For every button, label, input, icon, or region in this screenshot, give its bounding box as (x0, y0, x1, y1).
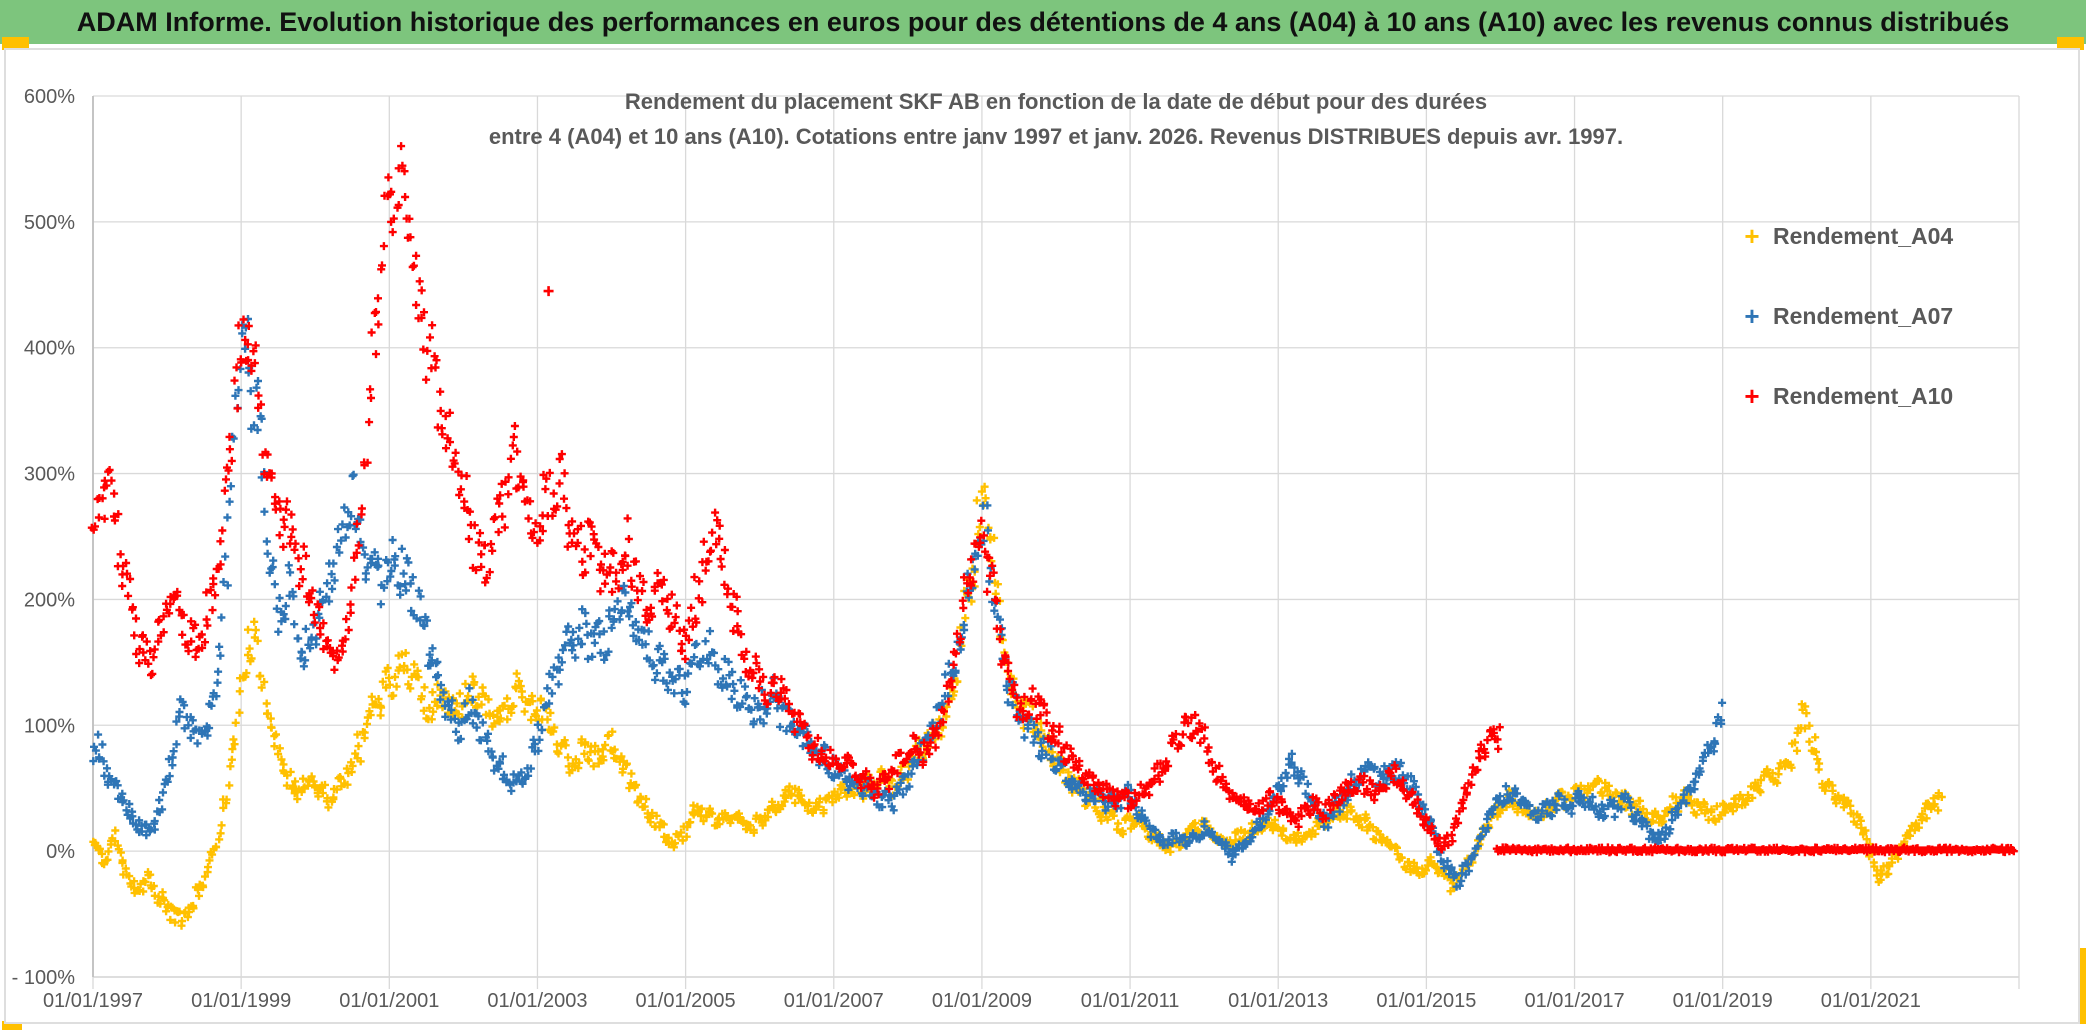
x-tick-label: 01/01/2013 (1228, 990, 1328, 1012)
legend-item-a10: + Rendement_A10 (1735, 356, 1953, 436)
legend-label: Rendement_A04 (1773, 222, 1954, 249)
gold-accent-top-left (2, 37, 29, 50)
scatter-series-Rendement_A07 (89, 315, 1727, 891)
scatter-series-Rendement_A04 (89, 482, 1946, 930)
x-tick-label: 01/01/2005 (636, 990, 736, 1012)
x-tick-label: 01/01/2021 (1821, 990, 1921, 1012)
gold-accent-bottom-left (2, 1021, 22, 1030)
chart-area (4, 48, 2080, 1024)
legend-label: Rendement_A10 (1773, 382, 1954, 409)
y-tick-label: 100% (24, 715, 75, 737)
gold-accent-top-right (2057, 37, 2084, 50)
x-tick-label: 01/01/2017 (1524, 990, 1624, 1012)
x-tick-label: 01/01/2001 (339, 990, 439, 1012)
y-tick-label: 300% (24, 464, 75, 486)
x-tick-label: 01/01/1997 (43, 990, 143, 1012)
header-banner: ADAM Informe. Evolution historique des p… (0, 0, 2086, 44)
plus-marker-icon: + (1744, 301, 1760, 331)
x-tick-label: 01/01/2019 (1673, 990, 1773, 1012)
y-tick-label: 0% (46, 841, 75, 863)
x-tick-label: 01/01/2011 (1081, 990, 1180, 1012)
x-tick-label: 01/01/2015 (1376, 990, 1476, 1012)
x-tick-label: 01/01/1999 (191, 990, 291, 1012)
legend-item-a07: + Rendement_A07 (1735, 276, 1953, 356)
y-tick-label: 400% (24, 338, 75, 360)
plus-marker-icon: + (1744, 221, 1760, 251)
y-tick-label: 500% (24, 212, 75, 234)
x-tick-label: 01/01/2003 (487, 990, 587, 1012)
legend-label: Rendement_A07 (1773, 302, 1954, 329)
plus-marker-icon: + (1744, 381, 1760, 411)
scatter-series-Rendement_A10 (87, 142, 1504, 854)
gold-accent-right-edge (2078, 948, 2086, 1024)
outlier-marker (543, 286, 554, 297)
chart-legend: + Rendement_A04 + Rendement_A07 + Rendem… (1735, 196, 1953, 436)
page-title: ADAM Informe. Evolution historique des p… (76, 6, 2010, 37)
x-tick-label: 01/01/2009 (932, 990, 1032, 1012)
legend-item-a04: + Rendement_A04 (1735, 196, 1953, 276)
y-tick-label: 600% (24, 86, 75, 108)
y-tick-label: - 100% (12, 967, 76, 989)
flat-zero-markers (1492, 843, 2018, 857)
y-tick-label: 200% (24, 589, 75, 611)
x-tick-label: 01/01/2007 (784, 990, 884, 1012)
